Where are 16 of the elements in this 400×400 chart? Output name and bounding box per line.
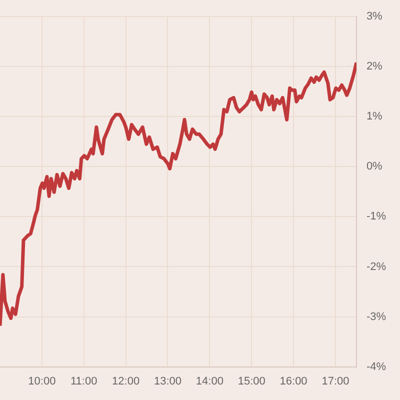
y-tick-label: -1%: [366, 210, 386, 223]
x-tick-label: 17:00: [322, 375, 350, 388]
x-tick-label: 13:00: [154, 375, 182, 388]
x-tick-label: 14:00: [196, 375, 224, 388]
y-tick-label: 0%: [366, 160, 383, 173]
y-tick-label: 1%: [366, 110, 383, 123]
y-tick-label: 3%: [366, 10, 383, 23]
x-tick-label: 11:00: [70, 375, 98, 388]
x-tick-label: 12:00: [112, 375, 140, 388]
y-tick-label: -3%: [366, 310, 386, 323]
x-tick-label: 16:00: [280, 375, 308, 388]
y-tick-label: 2%: [366, 60, 383, 73]
x-tick-label: 10:00: [28, 375, 56, 388]
y-tick-label: -4%: [366, 360, 386, 373]
y-tick-label: -2%: [366, 260, 386, 273]
x-tick-label: 15:00: [238, 375, 266, 388]
